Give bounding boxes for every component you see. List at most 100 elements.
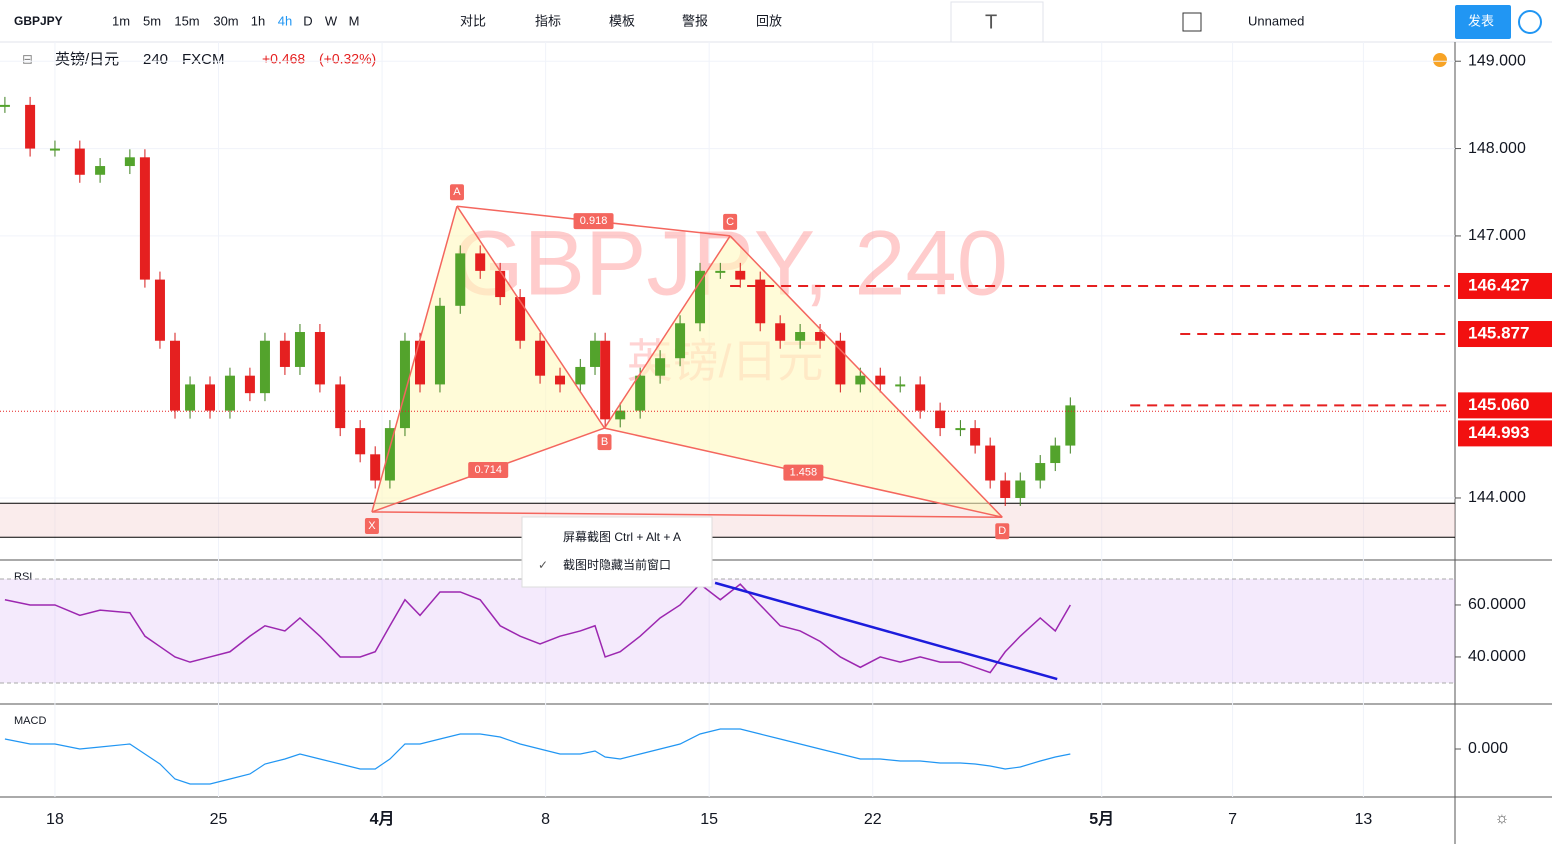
candle (259, 340, 270, 394)
candle (535, 340, 546, 376)
candle (855, 375, 866, 385)
point-box (364, 517, 379, 534)
interval[interactable]: D (303, 13, 312, 28)
candle (675, 323, 686, 359)
publish-button[interactable] (1455, 5, 1511, 39)
menu-box (521, 516, 713, 588)
candle (590, 340, 601, 367)
point-box (995, 523, 1010, 540)
candle (985, 445, 996, 481)
candle (74, 148, 85, 175)
settings-icon[interactable]: ☼ (1495, 810, 1510, 827)
check-mark: ✓ (538, 558, 548, 572)
y-tick-label: 0.000 (1468, 740, 1508, 757)
point-label: D (998, 525, 1006, 537)
x-tick-label: 5月 (1089, 810, 1114, 828)
candle (279, 340, 290, 367)
point-label: C (726, 216, 734, 228)
candle (294, 332, 305, 367)
candle (695, 270, 706, 324)
tool[interactable]: 指标 (535, 13, 561, 28)
candle (399, 340, 410, 429)
pattern-leg (371, 206, 458, 513)
y-tick-label: 40.0000 (1468, 648, 1526, 665)
tool[interactable]: 模板 (609, 13, 635, 28)
candle (314, 332, 325, 385)
rsi-name[interactable]: RSI (14, 571, 32, 583)
candle (25, 104, 36, 149)
x-tick-label: 18 (46, 811, 64, 828)
ratio-label: 1.458 (790, 467, 818, 479)
candle (635, 375, 646, 411)
alert-icon[interactable] (1433, 53, 1447, 67)
pattern-leg (603, 235, 731, 429)
candle (0, 104, 10, 107)
toolbar-items: 1m 5m 15m 30m 1h 4h D W M 对比 指标 模板 警报 回放 (112, 13, 782, 28)
candle (124, 157, 135, 167)
interval[interactable]: 30m (213, 13, 238, 28)
x-tick-label: 8 (541, 811, 550, 828)
text-tool[interactable]: T (985, 11, 997, 33)
interval[interactable]: 1h (251, 13, 265, 28)
interval[interactable]: W (325, 13, 338, 28)
drawing-toolbar (950, 1, 1044, 43)
ratio-label: 0.714 (474, 464, 502, 476)
legend-source[interactable]: FXCM (182, 51, 225, 68)
x-tick-label: 13 (1355, 811, 1373, 828)
legend-interval: 240 (143, 51, 168, 68)
rsi-band (0, 578, 1455, 683)
candle (1065, 405, 1076, 446)
symbol[interactable]: GBPJPY (14, 14, 63, 28)
play-button[interactable] (1518, 10, 1542, 34)
collapse-icon[interactable]: ⊟ (22, 51, 33, 66)
legend-change-pct: (+0.32%) (319, 51, 376, 67)
interval[interactable]: 4h (278, 13, 292, 28)
x-tick-label: 15 (700, 811, 718, 828)
candle (434, 305, 445, 385)
menu-item[interactable]: 屏幕截图 Ctrl + Alt + A (563, 530, 681, 544)
candle (49, 148, 60, 151)
rsi-line (4, 583, 1071, 674)
context-menu: 屏幕截图 Ctrl + Alt + A ✓ 截图时隐藏当前窗口 (521, 516, 713, 588)
price-label-box (1458, 420, 1552, 447)
price-label: 145.060 (1468, 395, 1529, 414)
candle (655, 358, 666, 376)
interval[interactable]: M (349, 13, 360, 28)
publish-label[interactable]: 发表 (1468, 13, 1494, 28)
price-label-box (1458, 272, 1552, 299)
candle (575, 366, 586, 385)
checkbox[interactable] (1182, 12, 1202, 32)
candle (244, 375, 255, 394)
ratio-box (468, 462, 509, 479)
candle (205, 384, 216, 411)
candle (970, 428, 981, 446)
interval[interactable]: 1m (112, 13, 130, 28)
y-tick-label: 144.000 (1468, 489, 1526, 506)
menu-item[interactable]: 截图时隐藏当前窗口 (563, 557, 671, 572)
candle (875, 375, 886, 385)
tool[interactable]: 警报 (682, 13, 708, 28)
tool[interactable]: 对比 (460, 13, 486, 28)
candle (415, 340, 426, 385)
pattern-leg (371, 511, 1003, 518)
price-label-box (1458, 392, 1552, 419)
y-tick-label: 60.0000 (1468, 596, 1526, 613)
tool[interactable]: 回放 (756, 13, 782, 28)
legend-name[interactable]: 英镑/日元 (55, 50, 119, 68)
interval[interactable]: 15m (174, 13, 199, 28)
candle (600, 340, 611, 420)
interval[interactable]: 5m (143, 13, 161, 28)
zone (0, 503, 1455, 538)
x-tick-label: 7 (1228, 811, 1237, 828)
layout-name[interactable]: Unnamed (1248, 13, 1304, 28)
candle (815, 332, 826, 341)
ratio-label: 0.918 (580, 215, 608, 227)
candle (615, 410, 626, 420)
candle (335, 384, 346, 429)
y-tick-label: 149.000 (1468, 52, 1526, 69)
macd-name[interactable]: MACD (14, 715, 46, 727)
candle (170, 340, 181, 411)
ratio-box (783, 464, 824, 481)
rsi-trendline (714, 581, 1058, 681)
candle (715, 270, 726, 273)
